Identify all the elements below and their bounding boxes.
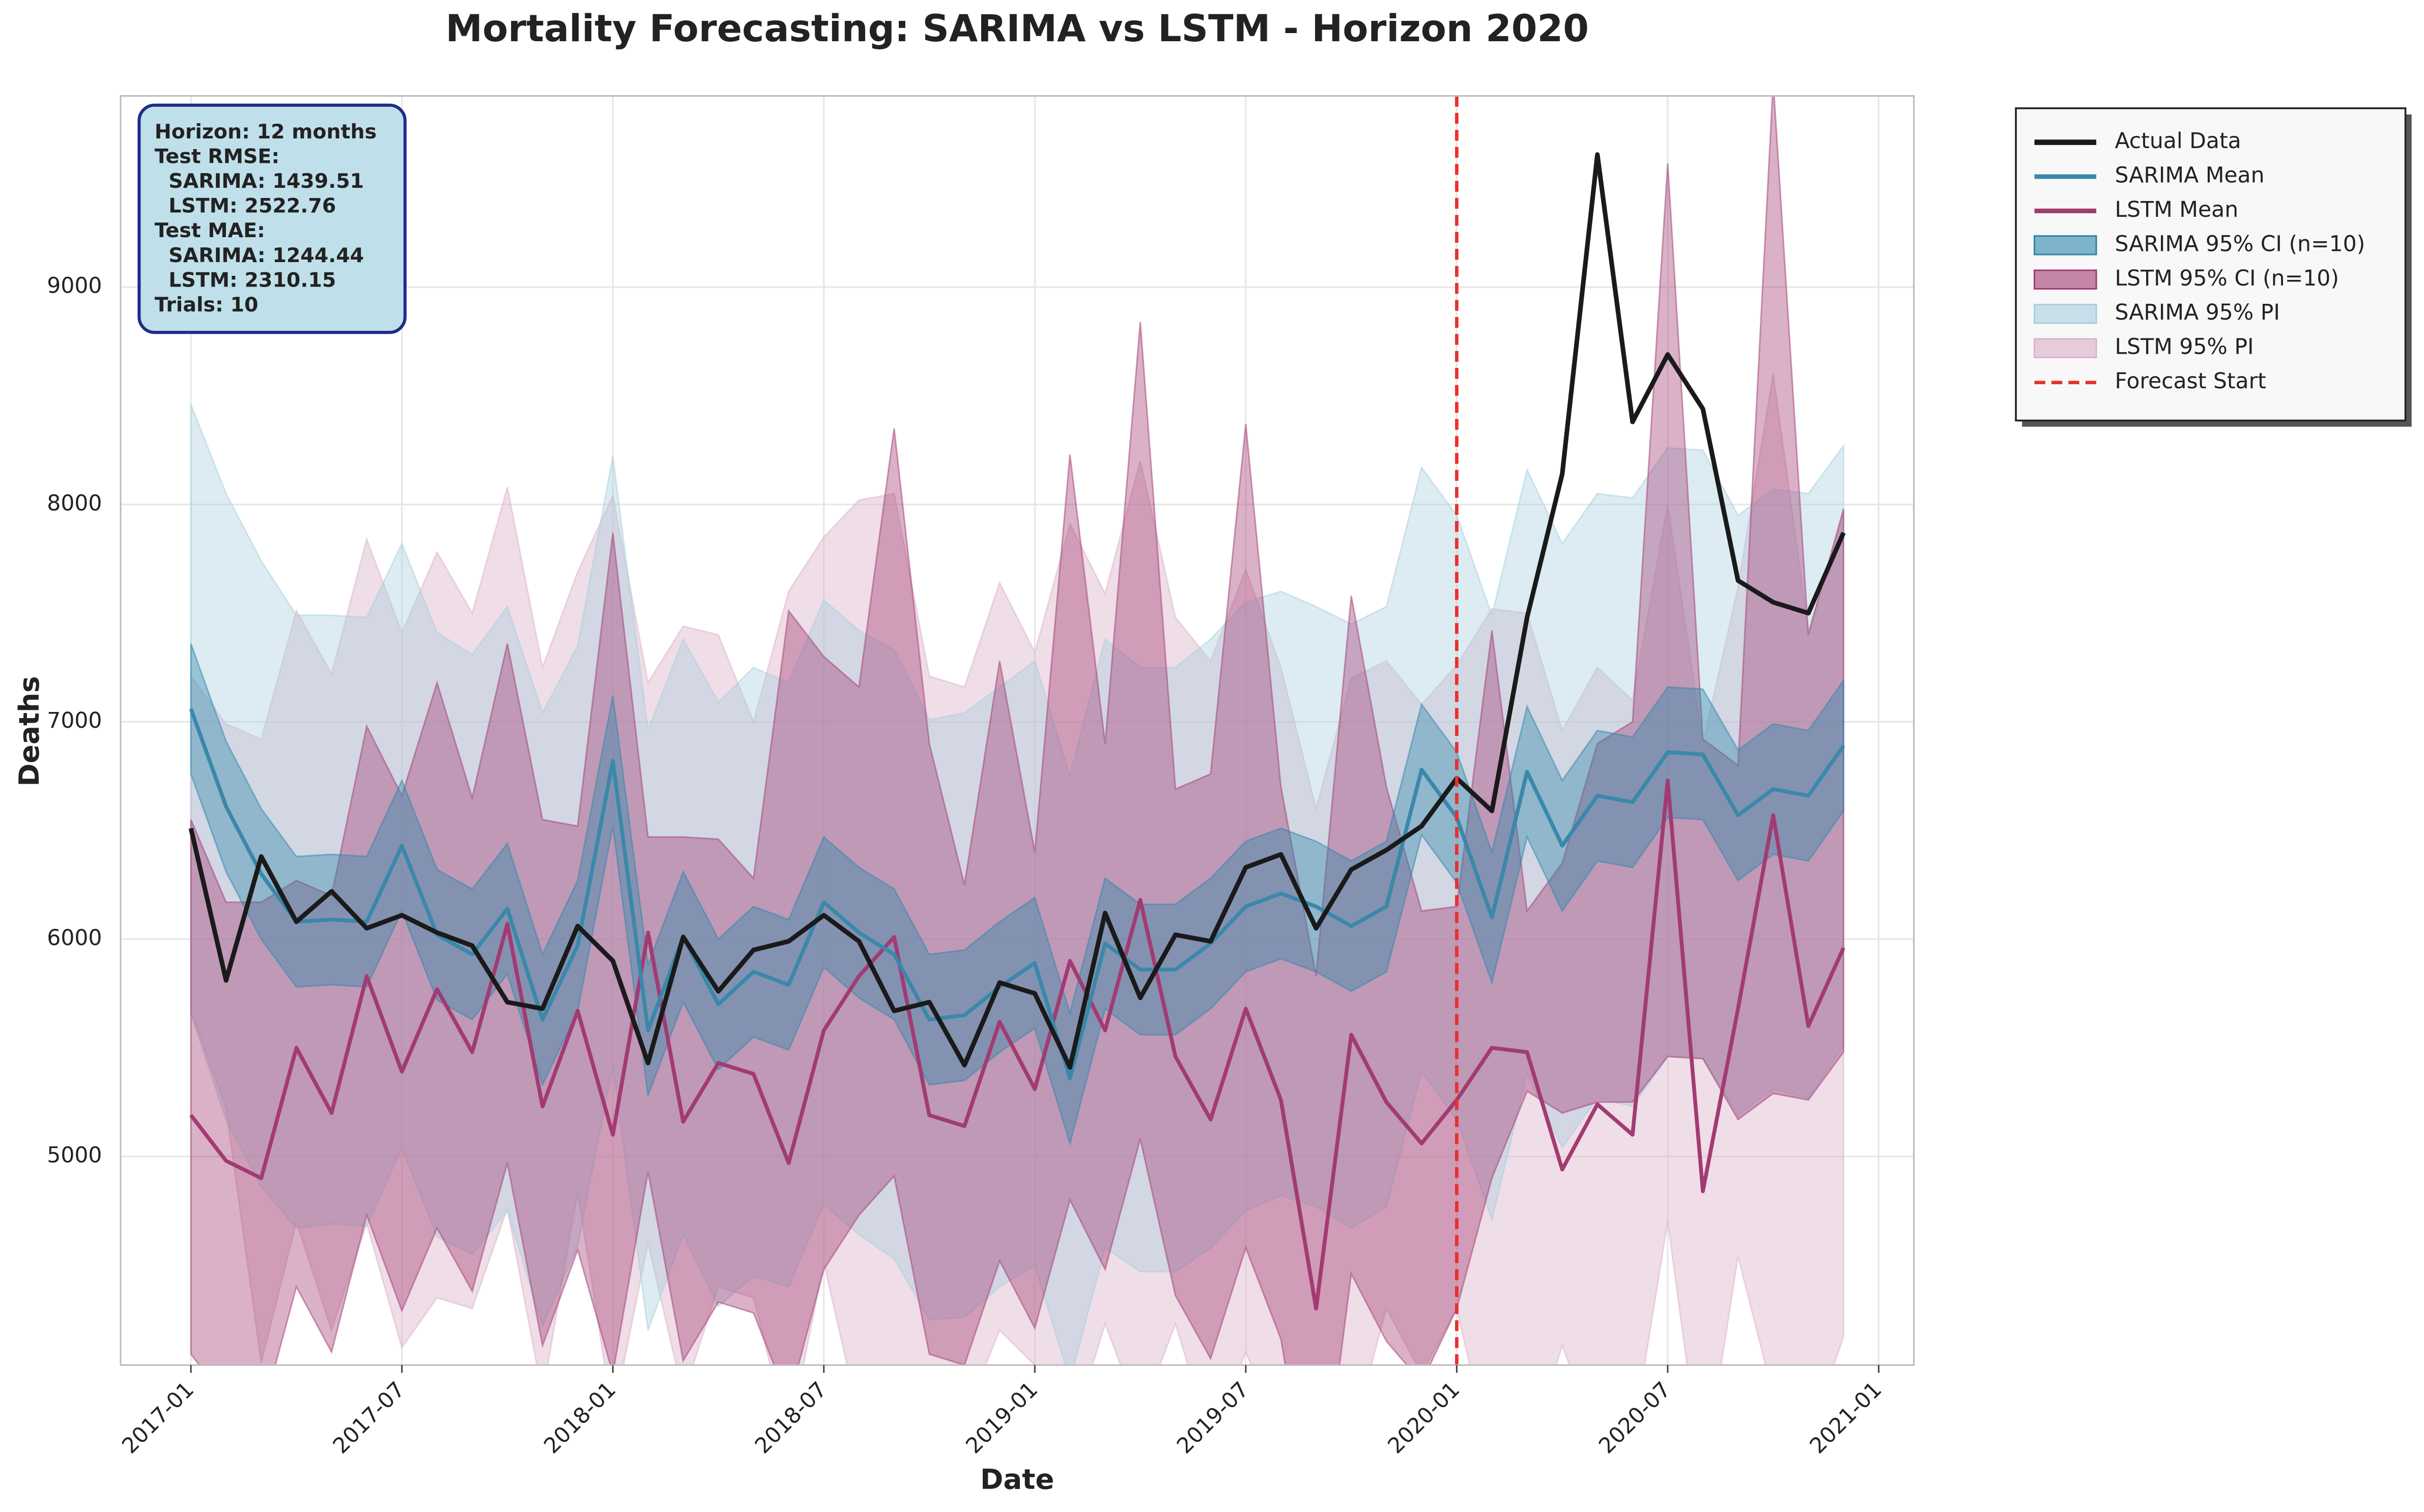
legend-label: Forecast Start: [2115, 369, 2266, 394]
legend-entries: Actual Data SARIMA Mean LSTM Mean SARIMA 95…: [2033, 129, 2365, 394]
stats-line: LSTM: 2310.15: [155, 268, 336, 292]
legend-label: LSTM 95% PI: [2115, 335, 2254, 360]
y-tick-label: 6000: [47, 926, 102, 951]
legend-label: LSTM 95% CI (n=10): [2115, 266, 2339, 291]
series-line: [189, 708, 1845, 1080]
grid: [120, 96, 1914, 1365]
legend: Actual Data SARIMA Mean LSTM Mean SARIMA 95…: [2015, 107, 2412, 427]
legend-label: LSTM Mean: [2115, 197, 2238, 222]
y-tick-label: 7000: [47, 708, 102, 733]
bands: [190, 96, 1844, 1365]
y-tick-label: 8000: [47, 491, 102, 516]
legend-swatch: [2033, 235, 2097, 255]
confidence-band: [190, 374, 1844, 1365]
y-tick-label: 5000: [47, 1143, 102, 1168]
series-line: [188, 152, 1846, 1070]
legend-label: SARIMA 95% PI: [2115, 300, 2279, 325]
stats-box-frame: [137, 103, 407, 334]
lines: [188, 96, 1846, 1365]
plot-frame: [120, 95, 1915, 1366]
stats-line: Test MAE:: [155, 219, 265, 242]
stats-line: LSTM: 2522.76: [155, 194, 336, 218]
legend-label: Actual Data: [2115, 129, 2241, 154]
legend-frame: [2015, 107, 2407, 422]
legend-swatch: [2033, 338, 2097, 358]
chart-title: Mortality Forecasting: SARIMA vs LSTM - …: [446, 7, 1589, 50]
confidence-band: [190, 96, 1844, 1365]
x-axis-label: Date: [980, 1463, 1054, 1495]
legend-swatch: [2033, 303, 2097, 324]
series-line: [189, 778, 1845, 1311]
stats-line: Horizon: 12 months: [155, 120, 377, 144]
stats-line: SARIMA: 1439.51: [155, 169, 364, 193]
stats-line: Trials: 10: [155, 293, 259, 317]
stats-line: Test RMSE:: [155, 145, 279, 168]
legend-swatch: [2033, 269, 2097, 290]
stats-line: SARIMA: 1244.44: [155, 244, 364, 267]
y-tick-label: 9000: [47, 274, 102, 299]
legend-label: SARIMA 95% CI (n=10): [2115, 232, 2365, 256]
y-axis-label: Deaths: [13, 676, 45, 786]
legend-label: SARIMA Mean: [2115, 163, 2264, 188]
confidence-band: [190, 643, 1844, 1147]
